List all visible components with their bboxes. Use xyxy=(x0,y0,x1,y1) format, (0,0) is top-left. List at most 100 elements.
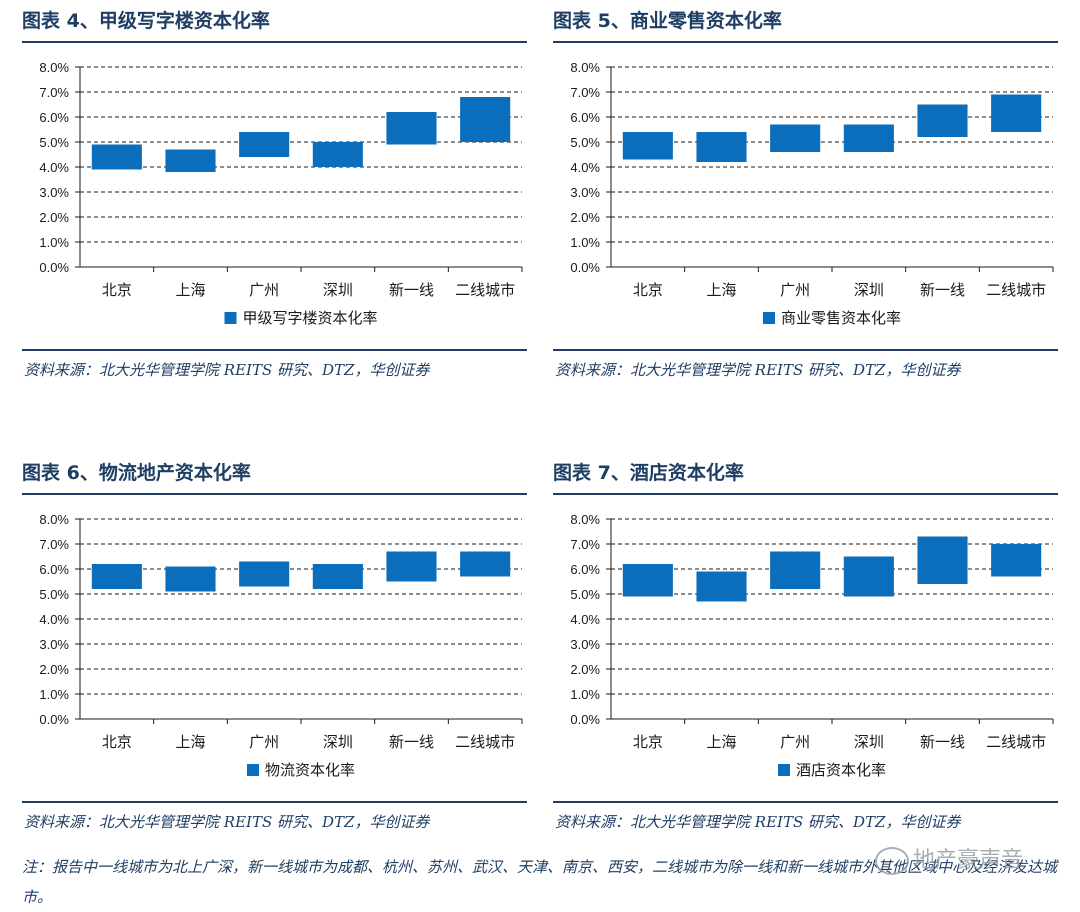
bar xyxy=(239,561,290,587)
y-tick-label: 2.0% xyxy=(570,662,600,677)
chart-title: 图表 7、酒店资本化率 xyxy=(553,462,744,484)
x-tick-label: 深圳 xyxy=(323,733,353,751)
legend-marker xyxy=(763,312,775,324)
x-tick-label: 上海 xyxy=(706,733,736,751)
y-tick-label: 4.0% xyxy=(39,160,69,175)
y-tick-label: 1.0% xyxy=(570,687,600,702)
y-tick-label: 6.0% xyxy=(39,562,69,577)
legend: 甲级写字楼资本化率 xyxy=(224,309,378,327)
x-tick-label: 新一线 xyxy=(920,281,965,299)
y-tick-label: 0.0% xyxy=(39,260,69,275)
legend-label: 酒店资本化率 xyxy=(796,761,886,779)
chart-logistics: 0.0% 1.0% 2.0% 3.0% 4.0% 5.0% 6.0% 7.0% 8.0% 北京 上海… xyxy=(39,512,523,779)
y-tick-label: 3.0% xyxy=(39,637,69,652)
y-tick-label: 7.0% xyxy=(570,537,600,552)
y-tick-label: 4.0% xyxy=(39,612,69,627)
x-tick-label: 上海 xyxy=(175,281,205,299)
x-tick-label: 二线城市 xyxy=(455,733,515,751)
x-tick-label: 二线城市 xyxy=(455,281,515,299)
chart-title: 图表 6、物流地产资本化率 xyxy=(22,462,251,484)
x-tick-label: 广州 xyxy=(780,281,810,299)
y-tick-label: 8.0% xyxy=(39,512,69,527)
y-tick-label: 7.0% xyxy=(570,85,600,100)
y-tick-label: 5.0% xyxy=(39,135,69,150)
x-tick-label: 北京 xyxy=(102,281,132,299)
legend-label: 物流资本化率 xyxy=(265,761,355,779)
chart-hotel: 0.0% 1.0% 2.0% 3.0% 4.0% 5.0% 6.0% 7.0% 8.0% 北京 上海… xyxy=(570,512,1054,779)
watermark: 地产豪声音 xyxy=(875,842,1023,875)
bar xyxy=(460,97,511,142)
y-tick-label: 1.0% xyxy=(39,235,69,250)
bar xyxy=(165,149,216,172)
bar xyxy=(843,124,894,152)
y-tick-label: 1.0% xyxy=(570,235,600,250)
chart-title: 图表 5、商业零售资本化率 xyxy=(553,10,782,32)
y-tick-label: 1.0% xyxy=(39,687,69,702)
footnote: 注：报告中一线城市为北上广深，新一线城市为成都、杭州、苏州、武汉、天津、南京、西… xyxy=(22,858,1058,906)
bar xyxy=(386,112,437,145)
x-tick-label: 北京 xyxy=(102,733,132,751)
x-tick-label: 深圳 xyxy=(323,281,353,299)
bar xyxy=(770,124,821,152)
bar xyxy=(239,132,290,157)
bar xyxy=(843,556,894,597)
y-tick-label: 3.0% xyxy=(570,637,600,652)
chart-panel-retail: 图表 5、商业零售资本化率 0.0% 1.0% 2.0% 3.0% 4.0% 5.0% 6.… xyxy=(553,6,1058,426)
y-tick-label: 4.0% xyxy=(570,612,600,627)
x-tick-label: 二线城市 xyxy=(986,281,1046,299)
title-rule xyxy=(22,41,527,43)
x-tick-label: 北京 xyxy=(633,733,663,751)
chart-panel-hotel: 图表 7、酒店资本化率 0.0% 1.0% 2.0% 3.0% 4.0% 5.0% 6.0%… xyxy=(553,458,1058,878)
x-tick-label: 深圳 xyxy=(854,281,884,299)
title-rule xyxy=(22,493,527,495)
legend: 物流资本化率 xyxy=(247,761,355,779)
source-note: 资料来源：北大光华管理学院 REITS 研究、DTZ，华创证券 xyxy=(24,813,430,831)
wechat-icon xyxy=(875,847,909,875)
bar xyxy=(696,132,747,162)
bar xyxy=(386,551,437,582)
bar xyxy=(622,132,673,160)
bar xyxy=(312,564,363,589)
source-note: 资料来源：北大光华管理学院 REITS 研究、DTZ，华创证券 xyxy=(24,361,430,379)
y-tick-label: 6.0% xyxy=(570,110,600,125)
y-tick-label: 0.0% xyxy=(39,712,69,727)
chart-panel-office: 图表 4、甲级写字楼资本化率 0.0% 1.0% 2.0% 3.0% 4.0% 5.0% 6… xyxy=(22,6,527,426)
y-tick-label: 0.0% xyxy=(570,712,600,727)
title-rule xyxy=(553,41,1058,43)
y-tick-label: 6.0% xyxy=(570,562,600,577)
bar xyxy=(312,142,363,167)
source-note: 资料来源：北大光华管理学院 REITS 研究、DTZ，华创证券 xyxy=(555,813,961,831)
bar xyxy=(165,566,216,592)
y-tick-label: 5.0% xyxy=(570,587,600,602)
chart-title: 图表 4、甲级写字楼资本化率 xyxy=(22,10,270,32)
bar xyxy=(91,144,142,170)
y-tick-label: 8.0% xyxy=(39,60,69,75)
x-tick-label: 新一线 xyxy=(389,281,434,299)
x-tick-label: 广州 xyxy=(249,733,279,751)
legend: 商业零售资本化率 xyxy=(763,309,901,327)
bar xyxy=(917,536,968,584)
y-tick-label: 5.0% xyxy=(39,587,69,602)
bar xyxy=(460,551,511,577)
source-rule xyxy=(553,801,1058,803)
y-tick-label: 7.0% xyxy=(39,537,69,552)
source-note: 资料来源：北大光华管理学院 REITS 研究、DTZ，华创证券 xyxy=(555,361,961,379)
bar xyxy=(991,544,1042,577)
y-tick-label: 4.0% xyxy=(570,160,600,175)
y-tick-label: 2.0% xyxy=(39,210,69,225)
x-tick-label: 深圳 xyxy=(854,733,884,751)
bar xyxy=(91,564,142,589)
watermark-text: 地产豪声音 xyxy=(913,848,1024,873)
y-tick-label: 8.0% xyxy=(570,60,600,75)
bar xyxy=(622,564,673,597)
legend: 酒店资本化率 xyxy=(778,761,886,779)
y-tick-label: 3.0% xyxy=(39,185,69,200)
legend-marker xyxy=(247,764,259,776)
bar xyxy=(696,571,747,602)
chart-office: 0.0% 1.0% 2.0% 3.0% 4.0% 5.0% 6.0% 7.0% 8.0% 北京 上海… xyxy=(39,60,523,327)
x-tick-label: 上海 xyxy=(175,733,205,751)
source-rule xyxy=(553,349,1058,351)
x-tick-label: 新一线 xyxy=(920,733,965,751)
bar xyxy=(917,104,968,137)
y-tick-label: 7.0% xyxy=(39,85,69,100)
